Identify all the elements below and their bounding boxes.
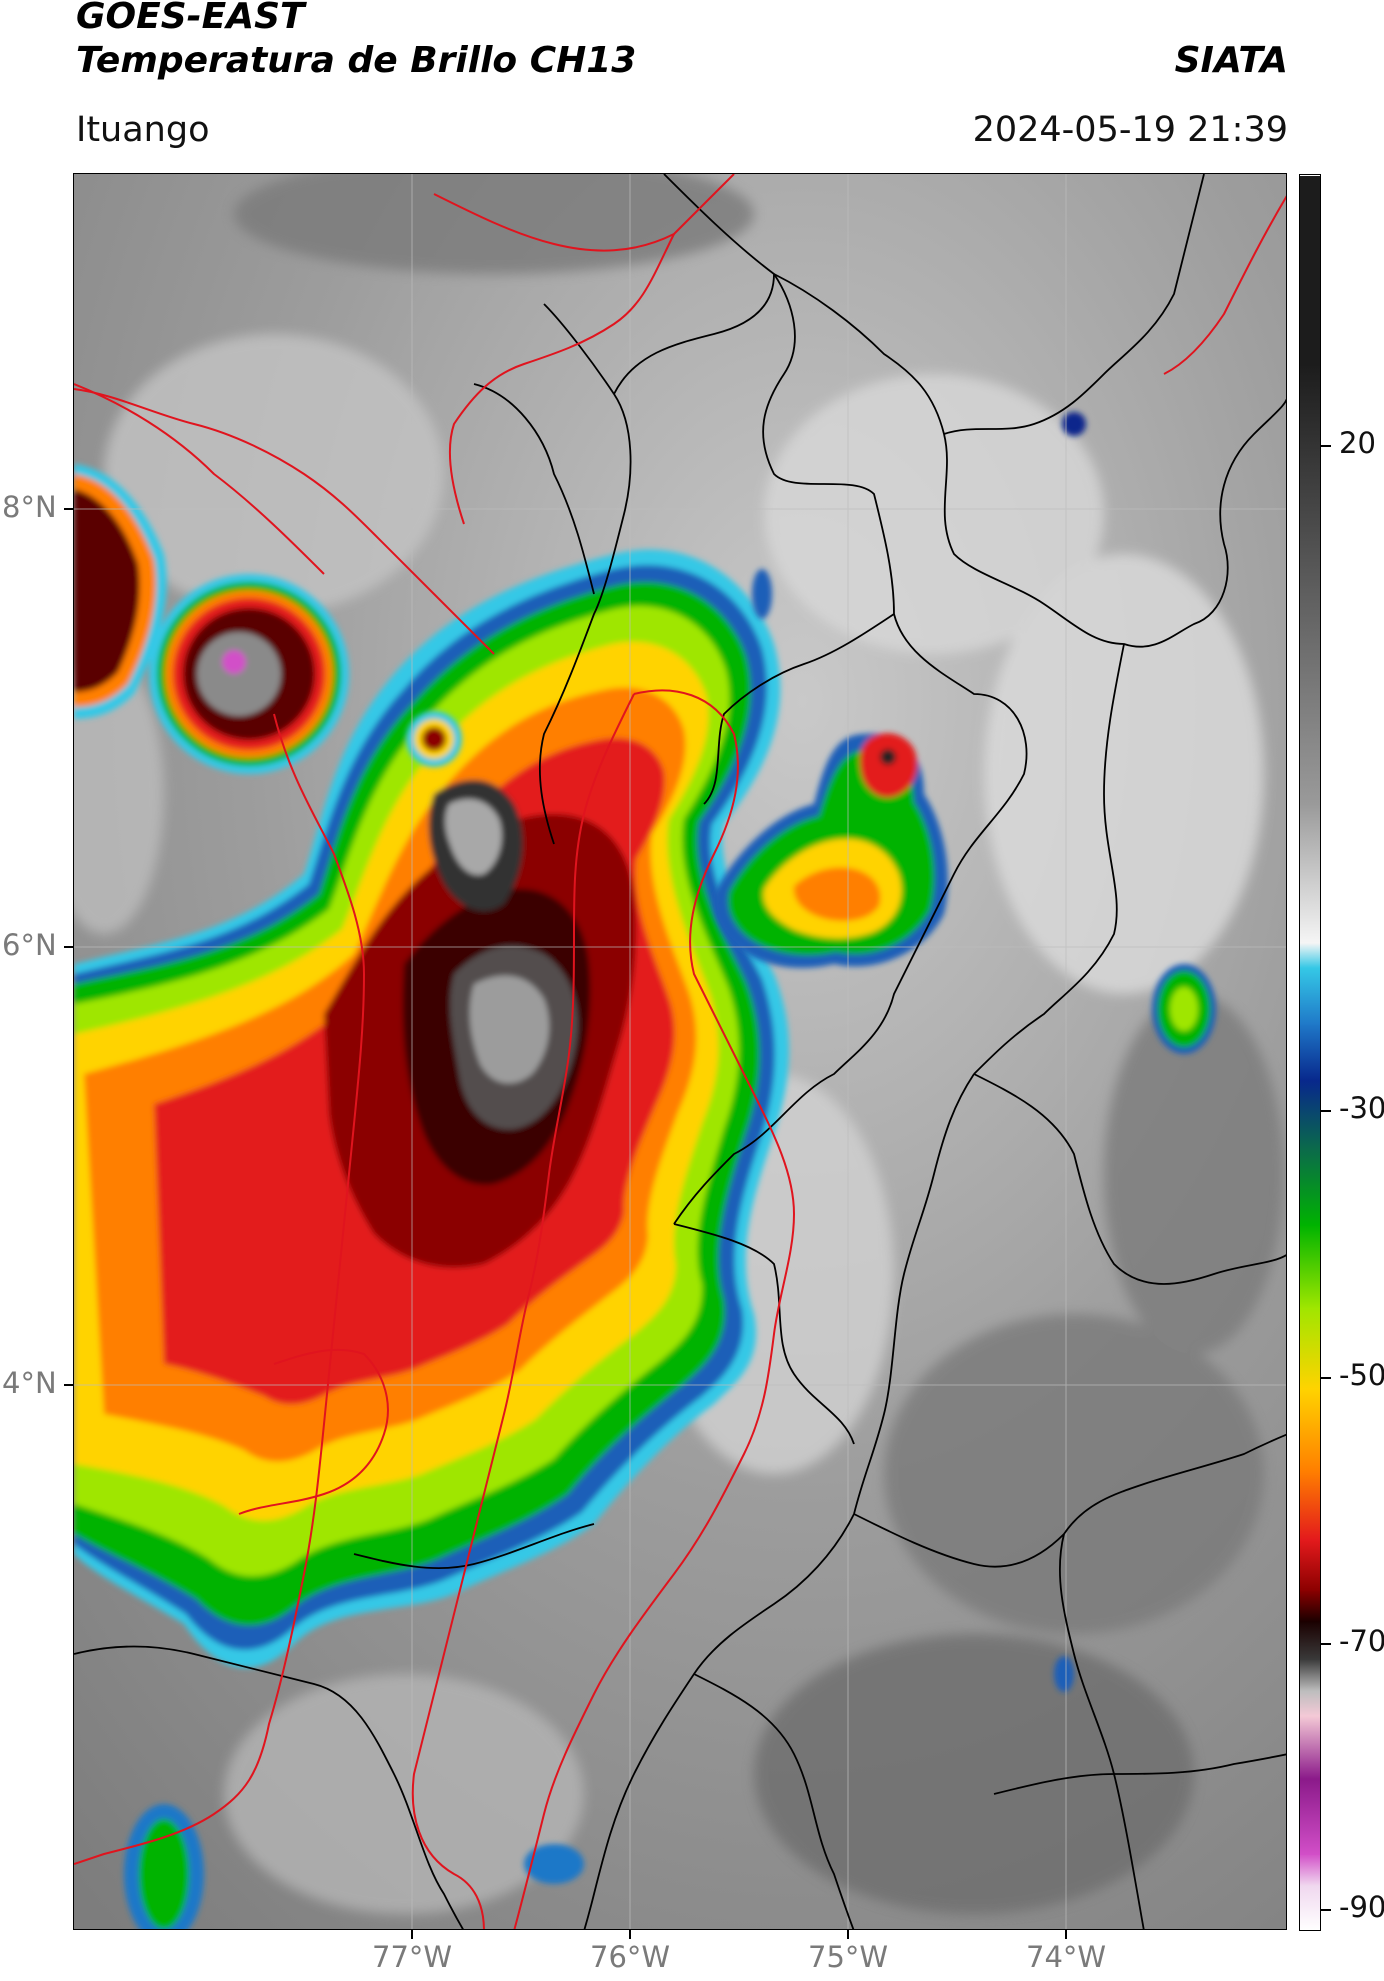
colorbar-segment bbox=[1300, 1590, 1320, 1622]
light-cloud-patches bbox=[74, 174, 1284, 1914]
place-label: Ituango bbox=[76, 110, 210, 150]
colorbar-label-20: 20 bbox=[1339, 426, 1376, 460]
satellite-map[interactable] bbox=[73, 173, 1287, 1930]
lon-label-77w: 77°W bbox=[372, 1940, 453, 1974]
convective-cell-northeast bbox=[713, 733, 948, 968]
colorbar-tick bbox=[1321, 1377, 1331, 1379]
lat-tick bbox=[64, 508, 73, 510]
colorbar-segment bbox=[1300, 804, 1320, 943]
lon-tick bbox=[411, 1930, 413, 1939]
colorbar-segment bbox=[1300, 364, 1320, 585]
product-title: GOES-EAST bbox=[76, 0, 305, 37]
convective-cell-west bbox=[74, 464, 462, 774]
region-border bbox=[74, 174, 1286, 1929]
lon-tick bbox=[629, 1930, 631, 1939]
timestamp: 2024-05-19 21:39 bbox=[972, 110, 1288, 150]
lon-tick bbox=[1065, 1930, 1067, 1939]
colorbar-segment bbox=[1300, 1854, 1320, 1886]
colorbar-segment bbox=[1300, 1690, 1320, 1717]
lat-label-4n: 4°N bbox=[2, 1366, 57, 1400]
colorbar-label-minus90: -90 bbox=[1339, 1890, 1384, 1924]
colorbar-segment bbox=[1300, 967, 1320, 1025]
colorbar-segment bbox=[1300, 1885, 1320, 1930]
lon-label-75w: 75°W bbox=[808, 1940, 889, 1974]
graticule bbox=[74, 174, 1286, 1929]
colorbar-segment bbox=[1300, 1470, 1320, 1541]
colorbar-label-minus50: -50 bbox=[1339, 1358, 1384, 1392]
lat-label-6n: 6°N bbox=[2, 928, 57, 962]
colorbar-segment bbox=[1300, 1621, 1320, 1660]
colorbar-label-minus30: -30 bbox=[1339, 1091, 1384, 1125]
colorbar-label-minus70: -70 bbox=[1339, 1624, 1384, 1658]
colorbar-segment bbox=[1300, 1388, 1320, 1472]
colorbar-segment bbox=[1300, 1715, 1320, 1780]
colorbar-segment bbox=[1300, 1539, 1320, 1591]
colorbar-segment bbox=[1300, 175, 1320, 365]
colorbar-tick bbox=[1321, 1110, 1331, 1112]
lon-label-76w: 76°W bbox=[590, 1940, 671, 1974]
colorbar-segment bbox=[1300, 1225, 1320, 1308]
colorbar-segment bbox=[1300, 584, 1320, 805]
lat-tick bbox=[64, 946, 73, 948]
lon-tick bbox=[847, 1930, 849, 1939]
colorbar-segment bbox=[1300, 942, 1320, 969]
colorbar-tick bbox=[1321, 1643, 1331, 1645]
colorbar-segment bbox=[1300, 1778, 1320, 1855]
organization-label: SIATA bbox=[1174, 40, 1288, 81]
colorbar-segment bbox=[1300, 1024, 1320, 1082]
lat-tick bbox=[64, 1384, 73, 1386]
colorbar-tick bbox=[1321, 1909, 1331, 1911]
colorbar-tick bbox=[1321, 445, 1331, 447]
colorbar bbox=[1299, 174, 1321, 1931]
colorbar-segment bbox=[1300, 1659, 1320, 1692]
lon-label-74w: 74°W bbox=[1026, 1940, 1107, 1974]
admin-borders bbox=[74, 174, 1286, 1929]
lat-label-8n: 8°N bbox=[2, 490, 57, 524]
small-cells bbox=[124, 412, 1216, 1929]
colorbar-segment bbox=[1300, 1307, 1320, 1390]
map-canvas bbox=[74, 174, 1286, 1929]
colorbar-segment bbox=[1300, 1149, 1320, 1226]
colorbar-segment bbox=[1300, 1080, 1320, 1151]
convective-system-main bbox=[74, 549, 789, 1668]
product-subtitle: Temperatura de Brillo CH13 bbox=[76, 40, 637, 81]
